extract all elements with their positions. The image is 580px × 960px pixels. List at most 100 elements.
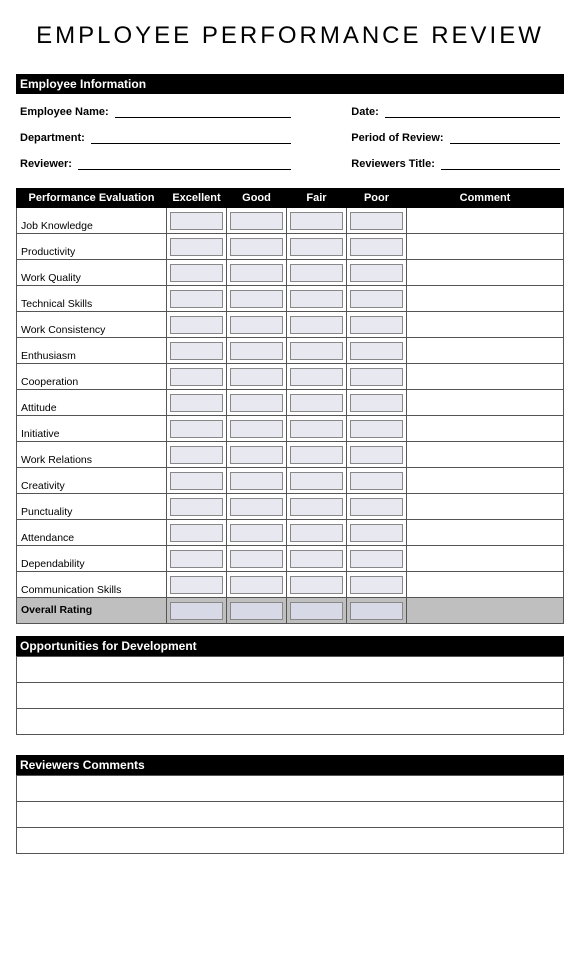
comment-cell[interactable] — [407, 494, 564, 520]
rating-poor[interactable] — [347, 312, 407, 338]
rating-excellent[interactable] — [167, 572, 227, 598]
rating-fair[interactable] — [287, 312, 347, 338]
rating-poor[interactable] — [347, 520, 407, 546]
rating-fair[interactable] — [287, 390, 347, 416]
rating-excellent[interactable] — [167, 286, 227, 312]
rating-poor[interactable] — [347, 494, 407, 520]
overall-good[interactable] — [227, 598, 287, 624]
rating-poor[interactable] — [347, 208, 407, 234]
overall-excellent[interactable] — [167, 598, 227, 624]
rating-good[interactable] — [227, 468, 287, 494]
opportunities-line[interactable] — [17, 683, 564, 709]
col-excellent: Excellent — [167, 189, 227, 208]
rating-good[interactable] — [227, 338, 287, 364]
overall-comment[interactable] — [407, 598, 564, 624]
label-date: Date: — [351, 106, 379, 118]
comment-cell[interactable] — [407, 468, 564, 494]
rating-fair[interactable] — [287, 520, 347, 546]
rating-excellent[interactable] — [167, 234, 227, 260]
rating-good[interactable] — [227, 312, 287, 338]
rating-excellent[interactable] — [167, 260, 227, 286]
rating-poor[interactable] — [347, 468, 407, 494]
input-reviewer[interactable] — [78, 156, 291, 170]
comment-cell[interactable] — [407, 546, 564, 572]
rating-fair[interactable] — [287, 494, 347, 520]
rating-fair[interactable] — [287, 364, 347, 390]
rating-excellent[interactable] — [167, 494, 227, 520]
comment-cell[interactable] — [407, 260, 564, 286]
rating-poor[interactable] — [347, 442, 407, 468]
rating-excellent[interactable] — [167, 338, 227, 364]
comments-line[interactable] — [17, 802, 564, 828]
input-date[interactable] — [385, 104, 560, 118]
rating-good[interactable] — [227, 546, 287, 572]
label-period: Period of Review: — [351, 132, 443, 144]
table-row: Work Consistency — [17, 312, 564, 338]
rating-fair[interactable] — [287, 208, 347, 234]
input-reviewer-title[interactable] — [441, 156, 560, 170]
rating-fair[interactable] — [287, 546, 347, 572]
overall-poor[interactable] — [347, 598, 407, 624]
rating-good[interactable] — [227, 364, 287, 390]
rating-fair[interactable] — [287, 468, 347, 494]
rating-excellent[interactable] — [167, 208, 227, 234]
overall-fair[interactable] — [287, 598, 347, 624]
rating-good[interactable] — [227, 286, 287, 312]
rating-poor[interactable] — [347, 572, 407, 598]
comment-cell[interactable] — [407, 390, 564, 416]
input-period[interactable] — [450, 130, 560, 144]
rating-good[interactable] — [227, 208, 287, 234]
rating-fair[interactable] — [287, 234, 347, 260]
rating-poor[interactable] — [347, 416, 407, 442]
rating-excellent[interactable] — [167, 390, 227, 416]
rating-excellent[interactable] — [167, 364, 227, 390]
input-employee-name[interactable] — [115, 104, 292, 118]
rating-good[interactable] — [227, 390, 287, 416]
comment-cell[interactable] — [407, 234, 564, 260]
opportunities-line[interactable] — [17, 657, 564, 683]
comment-cell[interactable] — [407, 442, 564, 468]
rating-good[interactable] — [227, 234, 287, 260]
rating-good[interactable] — [227, 520, 287, 546]
rating-good[interactable] — [227, 494, 287, 520]
rating-excellent[interactable] — [167, 442, 227, 468]
rating-fair[interactable] — [287, 286, 347, 312]
comments-line[interactable] — [17, 828, 564, 854]
rating-fair[interactable] — [287, 442, 347, 468]
rating-poor[interactable] — [347, 286, 407, 312]
rating-fair[interactable] — [287, 416, 347, 442]
table-row: Work Relations — [17, 442, 564, 468]
input-department[interactable] — [91, 130, 292, 144]
table-row: Technical Skills — [17, 286, 564, 312]
comment-cell[interactable] — [407, 208, 564, 234]
comment-cell[interactable] — [407, 520, 564, 546]
rating-good[interactable] — [227, 442, 287, 468]
rating-excellent[interactable] — [167, 468, 227, 494]
rating-excellent[interactable] — [167, 520, 227, 546]
comment-cell[interactable] — [407, 572, 564, 598]
criteria-cell: Communication Skills — [17, 572, 167, 598]
rating-good[interactable] — [227, 572, 287, 598]
rating-excellent[interactable] — [167, 546, 227, 572]
rating-poor[interactable] — [347, 338, 407, 364]
rating-fair[interactable] — [287, 260, 347, 286]
rating-excellent[interactable] — [167, 312, 227, 338]
rating-fair[interactable] — [287, 338, 347, 364]
comments-block — [16, 775, 564, 854]
rating-fair[interactable] — [287, 572, 347, 598]
comment-cell[interactable] — [407, 312, 564, 338]
rating-good[interactable] — [227, 416, 287, 442]
rating-poor[interactable] — [347, 364, 407, 390]
rating-excellent[interactable] — [167, 416, 227, 442]
opportunities-line[interactable] — [17, 709, 564, 735]
comment-cell[interactable] — [407, 286, 564, 312]
rating-poor[interactable] — [347, 390, 407, 416]
comment-cell[interactable] — [407, 416, 564, 442]
comments-line[interactable] — [17, 776, 564, 802]
rating-good[interactable] — [227, 260, 287, 286]
rating-poor[interactable] — [347, 234, 407, 260]
comment-cell[interactable] — [407, 364, 564, 390]
rating-poor[interactable] — [347, 546, 407, 572]
rating-poor[interactable] — [347, 260, 407, 286]
comment-cell[interactable] — [407, 338, 564, 364]
